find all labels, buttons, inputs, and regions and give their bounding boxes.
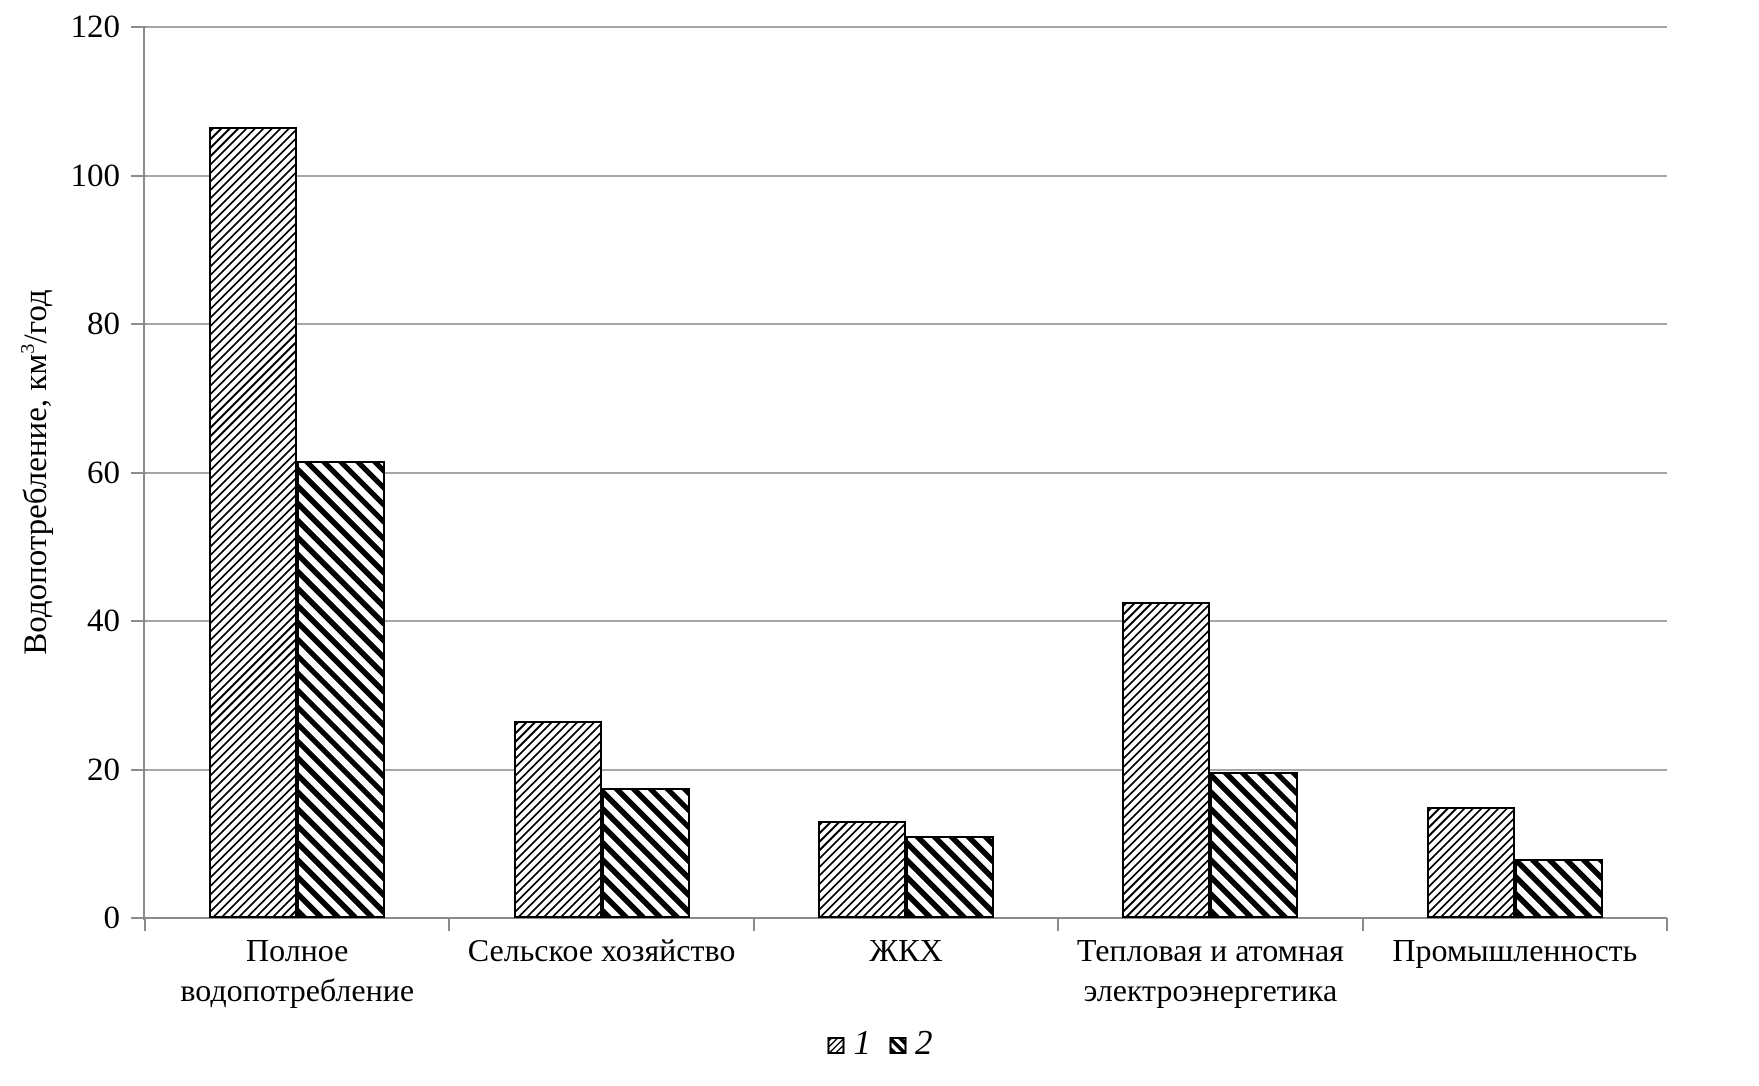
y-tick-label-80: 80 [87,306,120,342]
category-label-4: Тепловая и атомная электроэнергетика [1076,932,1344,1008]
legend-label-series-2: 2 [915,1023,933,1062]
gridline-80 [145,323,1667,325]
x-tick-4 [1361,918,1364,931]
legend-label-series-1: 1 [853,1023,872,1062]
y-tick-40 [131,620,146,622]
category-label-5: Промышленность [1392,932,1638,968]
bar-series2-category2 [601,788,690,918]
y-tick-0 [131,917,146,919]
bar-series1-category2 [513,721,602,918]
x-tick-3 [1057,918,1060,931]
category-label-3: ЖКХ [869,932,943,968]
y-tick-label-100: 100 [70,157,121,194]
y-tick-label-0: 0 [103,900,121,936]
x-tick-1 [448,918,451,931]
bar-series2-category4 [1210,771,1299,918]
y-tick-100 [131,174,146,177]
gridline-100 [145,174,1667,177]
bar-series2-category3 [906,836,994,918]
bar-series1-category3 [818,821,906,918]
y-tick-20 [131,768,146,771]
gridline-20 [145,768,1667,771]
y-tick-60 [131,471,146,474]
category-label-2: Сельское хозяйство [467,932,736,968]
y-axis-title-superscript: 3 [17,343,39,354]
x-tick-2 [752,918,755,931]
y-axis-line [143,27,145,920]
y-tick-label-40: 40 [87,603,120,639]
bar-series1-category4 [1122,602,1211,918]
y-tick-120 [131,26,146,28]
bar-series2-category5 [1514,858,1603,918]
gridline-120 [145,26,1667,28]
y-tick-80 [131,323,146,325]
y-tick-label-60: 60 [87,454,120,491]
legend-swatch-series-2 [889,1036,906,1054]
y-tick-label-20: 20 [87,751,120,788]
x-tick-5 [1666,918,1668,931]
gridline-40 [145,620,1667,622]
bar-series1-category5 [1426,806,1515,918]
x-tick-0 [144,918,146,931]
plot-area [145,26,1667,918]
bar-series2-category1 [297,461,386,918]
legend-swatch-series-1 [827,1036,845,1054]
bar-series1-category1 [209,127,298,918]
x-axis-line [145,917,1667,919]
gridline-60 [145,471,1667,474]
category-label-1: Полное водопотребление [180,932,415,1008]
legend: 1 2 [827,1020,933,1066]
y-tick-label-120: 120 [70,9,121,45]
